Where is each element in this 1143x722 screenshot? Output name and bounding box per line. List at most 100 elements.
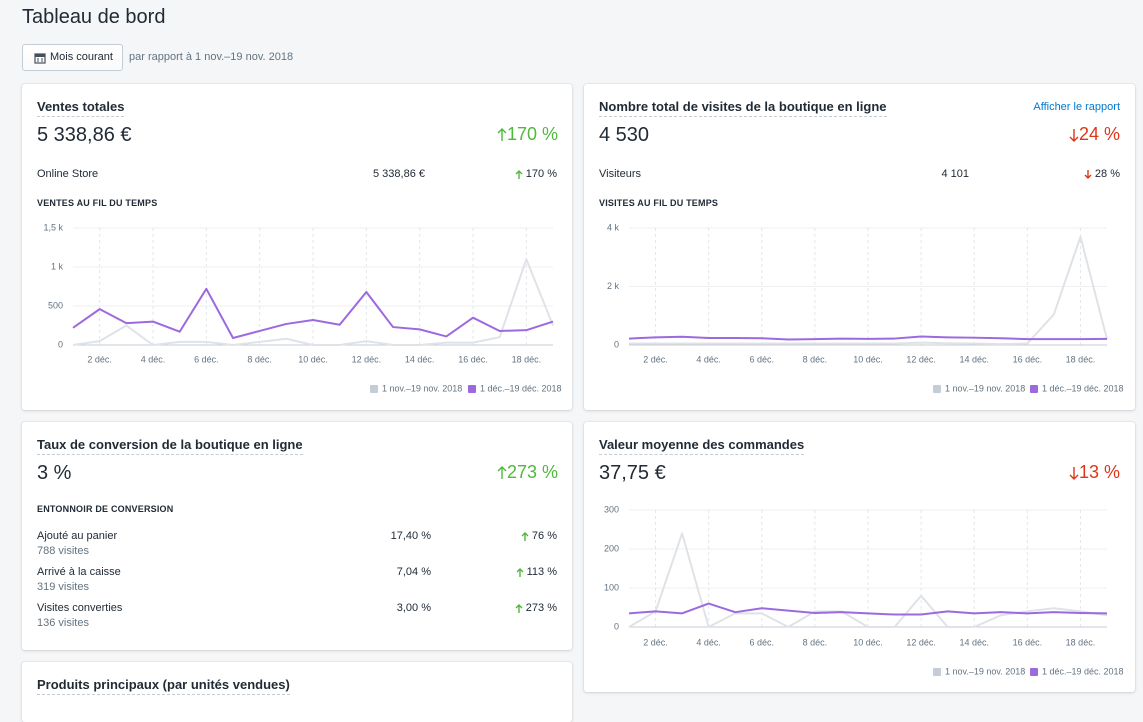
- y-tick-label: 1,5 k: [43, 222, 63, 232]
- legend-label: 1 nov.–19 nov. 2018: [945, 666, 1025, 676]
- card-title: Ventes totales: [37, 99, 125, 117]
- metric-value: 3 %: [37, 462, 72, 484]
- arrow-down: [1084, 169, 1092, 179]
- y-tick-label: 200: [604, 543, 619, 553]
- card-title: Produits principaux (par unités vendues): [37, 677, 290, 695]
- arrow-down: [1069, 467, 1079, 481]
- y-tick-label: 0: [58, 339, 63, 349]
- row-value: 5 338,86 €: [373, 168, 425, 180]
- metric-change: 170 %: [497, 124, 558, 145]
- row-value: 4 101: [941, 168, 969, 180]
- x-tick-label: 6 déc.: [750, 354, 775, 364]
- card-title: Valeur moyenne des commandes: [599, 437, 805, 455]
- legend-label: 1 déc.–19 déc. 2018: [1042, 666, 1124, 676]
- button-label: Mois courant: [50, 51, 113, 63]
- metric-value: 37,75 €: [599, 462, 666, 484]
- visits-card: 0 2 k 4 k 2 déc. 4 déc. 6 déc. 8 déc. 10 déc. 12…: [584, 84, 1135, 410]
- page-title: Tableau de bord: [22, 6, 166, 28]
- arrow-up: [497, 128, 507, 142]
- x-tick-label: 18 déc.: [512, 354, 542, 364]
- series-line: [629, 235, 1108, 346]
- series-line: [628, 335, 1108, 341]
- funnel-change: 273 %: [515, 602, 557, 614]
- y-tick-label: 100: [604, 582, 619, 592]
- card-title: Taux de conversion de la boutique en lig…: [37, 437, 303, 455]
- x-tick-label: 16 déc.: [458, 354, 488, 364]
- series-line: [628, 602, 1108, 616]
- change-text: 24 %: [1078, 124, 1120, 144]
- arrow-up: [497, 466, 507, 480]
- legend-label: 1 déc.–19 déc. 2018: [480, 383, 562, 393]
- funnel-label: Visites converties: [37, 602, 123, 614]
- funnel-label: Arrivé à la caisse: [37, 566, 121, 578]
- date-button[interactable]: Mois courant: [22, 44, 123, 71]
- y-tick-label: 0: [614, 621, 619, 631]
- funnel-rate: 7,04 %: [396, 566, 431, 578]
- legend-swatch: [1030, 668, 1038, 676]
- report-link[interactable]: Afficher le rapport: [1033, 101, 1120, 113]
- x-tick-label: 8 déc.: [803, 354, 828, 364]
- products-card: Produits principaux (par unités vendues): [22, 662, 572, 722]
- x-tick-label: 8 déc.: [803, 637, 828, 647]
- change-text: 76 %: [531, 530, 557, 542]
- funnel-visits: 136 visites: [37, 617, 89, 629]
- x-tick-label: 6 déc.: [750, 637, 775, 647]
- legend-swatch: [933, 668, 941, 676]
- legend-label: 1 déc.–19 déc. 2018: [1042, 383, 1124, 393]
- series-line: [72, 287, 554, 339]
- change-text: 28 %: [1094, 168, 1120, 180]
- legend-swatch: [370, 385, 378, 393]
- metric-change: 273 %: [497, 462, 558, 483]
- metric-change: 13 %: [1069, 462, 1120, 483]
- x-tick-label: 12 déc.: [906, 354, 936, 364]
- series-line: [628, 532, 1108, 628]
- change-text: 113 %: [526, 566, 557, 578]
- legend-swatch: [1030, 385, 1038, 393]
- sales-card: 0 500 1 k 1,5 k 2 déc. 4 déc. 6 déc. 8 déc. 10 d…: [22, 84, 572, 410]
- sales-chart: 0 500 1 k 1,5 k 2 déc. 4 déc. 6 déc. 8 déc. 10 d…: [43, 222, 562, 393]
- x-tick-label: 10 déc.: [298, 354, 328, 364]
- funnel-change: 113 %: [516, 566, 557, 578]
- x-tick-label: 14 déc.: [405, 354, 435, 364]
- compare-text: par rapport à 1 nov.–19 nov. 2018: [129, 51, 294, 63]
- change-text: 273 %: [525, 602, 557, 614]
- arrow-up: [516, 567, 524, 577]
- metric-value: 4 530: [599, 124, 650, 146]
- funnel-rate: 17,40 %: [390, 530, 431, 542]
- row-label: Visiteurs: [599, 168, 641, 180]
- x-tick-label: 14 déc.: [959, 354, 989, 364]
- page: Tableau de bord Mois courant par rapport…: [22, 6, 1135, 722]
- x-tick-label: 2 déc.: [643, 354, 668, 364]
- y-tick-label: 2 k: [607, 281, 620, 291]
- x-tick-label: 14 déc.: [959, 637, 989, 647]
- y-tick-label: 1 k: [51, 261, 64, 271]
- y-tick-label: 500: [48, 300, 63, 310]
- x-tick-label: 16 déc.: [1013, 637, 1043, 647]
- change-text: 273 %: [506, 462, 558, 482]
- x-tick-label: 10 déc.: [853, 354, 883, 364]
- card-title: Nombre total de visites de la boutique e…: [599, 99, 887, 117]
- x-tick-label: 4 déc.: [141, 354, 166, 364]
- x-tick-label: 10 déc.: [853, 637, 883, 647]
- y-tick-label: 0: [614, 339, 619, 349]
- visits-chart: 0 2 k 4 k 2 déc. 4 déc. 6 déc. 8 déc. 10 déc. 12…: [607, 222, 1124, 393]
- legend-label: 1 nov.–19 nov. 2018: [945, 383, 1025, 393]
- row-change: 28 %: [1084, 168, 1120, 180]
- arrow-down: [1069, 129, 1079, 143]
- x-tick-label: 12 déc.: [906, 637, 936, 647]
- change-text: 13 %: [1078, 462, 1120, 482]
- legend-label: 1 nov.–19 nov. 2018: [382, 383, 462, 393]
- funnel-rate: 3,00 %: [396, 602, 431, 614]
- x-tick-label: 2 déc.: [87, 354, 112, 364]
- section-heading: ENTONNOIR DE CONVERSION: [37, 504, 174, 514]
- y-tick-label: 300: [604, 504, 619, 514]
- metric-change: 24 %: [1069, 124, 1120, 145]
- x-tick-label: 16 déc.: [1013, 354, 1043, 364]
- arrow-up: [521, 531, 529, 541]
- aov-card: 0 100 200 300 2 déc. 4 déc. 6 déc. 8 déc. 10 déc…: [584, 422, 1135, 692]
- arrow-up: [515, 603, 523, 613]
- x-tick-label: 18 déc.: [1066, 637, 1096, 647]
- legend-swatch: [468, 385, 476, 393]
- section-heading: VISITES AU FIL DU TEMPS: [599, 198, 719, 208]
- calendar-icon: [34, 53, 46, 64]
